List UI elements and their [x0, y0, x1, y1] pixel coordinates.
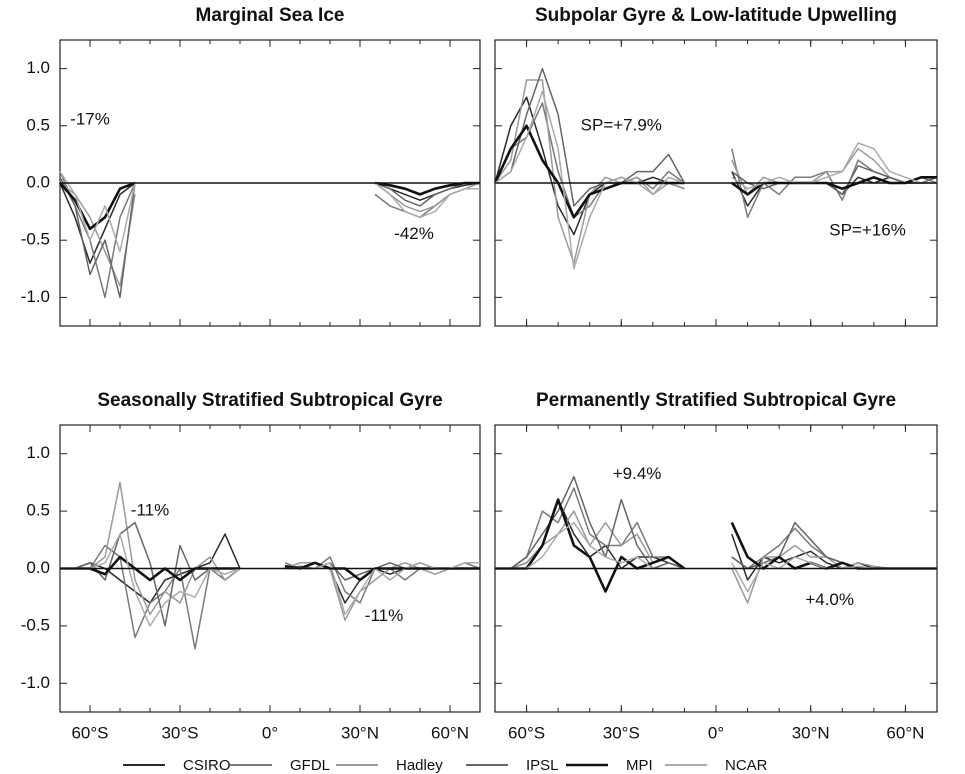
x-tick-label: 0° [262, 723, 278, 742]
legend-label: Hadley [396, 757, 443, 774]
legend-label: CSIRO [183, 757, 231, 774]
series-line [59, 181, 480, 231]
panel-title: Permanently Stratified Subtropical Gyre [536, 390, 896, 411]
y-tick-label: 0.5 [26, 115, 50, 134]
annotation: +4.0% [805, 590, 854, 609]
y-tick-label: 0.0 [26, 172, 50, 191]
panel-title: Seasonally Stratified Subtropical Gyre [97, 390, 442, 411]
annotation: +9.4% [613, 464, 662, 483]
x-tick-label: 60°S [71, 723, 108, 742]
annotation: SP=+16% [829, 221, 906, 240]
x-tick-label: 30°N [792, 723, 830, 742]
panel-title: Marginal Sea Ice [196, 5, 345, 26]
x-tick-label: 30°N [341, 723, 379, 742]
series-line [494, 102, 938, 219]
annotation: -11% [131, 501, 169, 520]
series-line [494, 67, 938, 207]
annotation: -17% [70, 110, 110, 129]
series-line [495, 498, 937, 593]
series-line [60, 481, 480, 621]
panel-title: Subpolar Gyre & Low-latitude Upwelling [535, 5, 897, 26]
legend-label: IPSL [526, 757, 559, 774]
series-line [59, 182, 481, 264]
annotation: -42% [394, 224, 434, 243]
y-tick-label: 0.0 [26, 558, 50, 577]
series-line [495, 510, 937, 604]
x-tick-label: 60°S [508, 723, 545, 742]
legend-label: NCAR [725, 757, 768, 774]
y-tick-label: 1.0 [26, 443, 50, 462]
series-line [495, 475, 937, 570]
y-tick-label: -1.0 [21, 287, 50, 306]
annotation: -11% [365, 606, 403, 625]
series-line [59, 171, 480, 253]
x-tick-label: 30°S [161, 723, 198, 742]
x-tick-label: 30°S [603, 723, 640, 742]
x-tick-label: 60°N [886, 723, 924, 742]
series-line [60, 533, 480, 627]
y-tick-label: -1.0 [21, 673, 50, 692]
y-tick-label: -0.5 [21, 615, 50, 634]
y-tick-label: 1.0 [26, 58, 50, 77]
legend-label: GFDL [290, 757, 330, 774]
series-line [494, 96, 937, 236]
x-tick-label: 60°N [431, 723, 469, 742]
series-line [494, 90, 937, 270]
series-line [495, 521, 937, 593]
annotation: SP=+7.9% [581, 115, 662, 134]
y-tick-label: -0.5 [21, 230, 50, 249]
x-tick-label: 0° [708, 723, 724, 742]
y-tick-label: 0.5 [26, 501, 50, 520]
series-line [60, 544, 481, 650]
legend-label: MPI [626, 757, 653, 774]
